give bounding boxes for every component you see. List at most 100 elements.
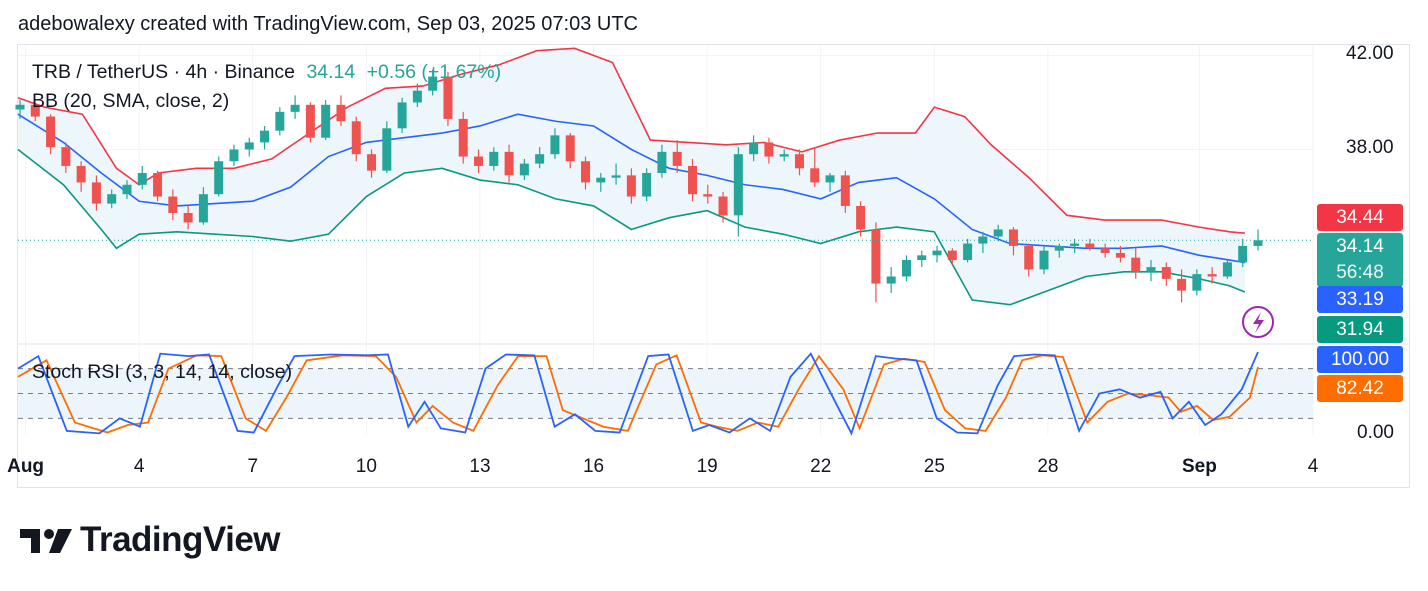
candle-body <box>46 116 56 148</box>
candle <box>15 100 25 119</box>
candle <box>718 191 728 223</box>
lightning-bolt-glyph <box>1253 312 1264 333</box>
candle-body <box>1131 257 1141 272</box>
candle <box>657 144 667 178</box>
x-tick-label: 28 <box>1037 456 1059 477</box>
candle <box>581 156 591 190</box>
bb-lower-line <box>17 148 1246 306</box>
candle <box>46 114 56 155</box>
candle <box>443 71 453 126</box>
candle <box>336 95 346 126</box>
candle-body <box>886 276 896 284</box>
candle <box>840 170 850 213</box>
candle <box>1222 260 1232 279</box>
bollinger-legend[interactable]: BB (20, SMA, close, 2) <box>32 90 230 112</box>
stoch-rsi-legend[interactable]: Stoch RSI (3, 3, 14, 14, close) <box>32 361 293 383</box>
last-price-value: 34.14 <box>306 61 356 83</box>
candle <box>779 149 789 162</box>
candle <box>687 158 697 202</box>
candle <box>642 168 652 202</box>
candle <box>183 205 193 230</box>
candle-body <box>260 130 270 143</box>
tradingview-logo[interactable]: TradingView <box>20 520 281 560</box>
candle <box>244 137 254 157</box>
price-tick-42: 42.00 <box>1346 43 1394 64</box>
bb-upper-badge: 34.44 <box>1317 204 1403 231</box>
candle <box>764 137 774 164</box>
candle <box>901 255 911 282</box>
candle-body <box>672 151 682 166</box>
x-tick-label: Sep <box>1181 456 1217 477</box>
candle-body <box>764 142 774 157</box>
candle <box>397 97 407 134</box>
candle <box>107 189 117 209</box>
candle <box>856 201 866 237</box>
candle-body <box>504 151 514 176</box>
candle-body <box>1085 243 1095 249</box>
candle <box>672 140 682 174</box>
candle <box>1207 267 1217 284</box>
candle-body <box>1100 248 1110 253</box>
candle <box>290 95 300 119</box>
candle-body <box>458 118 468 157</box>
candle-body <box>137 173 147 185</box>
tradingview-wordmark: TradingView <box>80 520 281 559</box>
candle <box>198 187 208 225</box>
candle <box>1238 238 1248 268</box>
candle-body <box>1161 267 1171 279</box>
candle <box>733 147 743 237</box>
bb-upper-line <box>17 47 1245 235</box>
stoch-rsi-pane <box>17 351 1313 436</box>
candle <box>168 189 178 221</box>
candle <box>91 175 101 211</box>
price-change-value: +0.56 (+1.67%) <box>366 61 502 83</box>
candle-body <box>275 111 285 131</box>
candle-body <box>1146 267 1156 272</box>
candle-body <box>1177 278 1187 291</box>
x-tick-label: 19 <box>696 456 718 477</box>
bb-basis-line <box>17 113 1245 264</box>
candle-body <box>993 229 1003 237</box>
candle-body <box>519 163 529 176</box>
candle <box>1161 262 1171 286</box>
candle-body <box>535 154 545 164</box>
candle-body <box>397 102 407 129</box>
price-badge-value: 34.14 <box>1336 236 1384 257</box>
candle <box>137 165 147 190</box>
candle <box>596 173 606 192</box>
candle <box>825 173 835 192</box>
candle-body <box>596 177 606 183</box>
candle <box>428 69 438 96</box>
symbol-legend[interactable]: TRB / TetherUS · 4h · Binance 34.14 +0.5… <box>32 61 501 84</box>
candle-body <box>244 142 254 150</box>
candle-body <box>1070 243 1080 246</box>
candle-body <box>917 255 927 261</box>
candle <box>1131 248 1141 279</box>
candle-body <box>856 205 866 230</box>
candlesticks <box>15 69 1263 303</box>
stoch-d-line <box>17 354 1259 434</box>
candle <box>749 135 759 162</box>
candle <box>229 144 239 166</box>
x-tick-label: 4 <box>133 456 145 477</box>
candle <box>519 158 529 181</box>
candle-body <box>30 104 40 117</box>
stoch-band-fill <box>18 368 1313 419</box>
x-tick-label: 13 <box>469 456 491 477</box>
candle-body <box>550 135 560 155</box>
stoch-d-badge: 82.42 <box>1317 375 1403 402</box>
candle <box>1192 269 1202 296</box>
candle-body <box>1039 250 1049 270</box>
candle <box>504 144 514 183</box>
candle-body <box>1192 274 1202 291</box>
candle-body <box>290 104 300 112</box>
candle-body <box>367 154 377 171</box>
candle <box>61 142 71 174</box>
candle <box>1039 245 1049 275</box>
candle <box>550 128 560 159</box>
candle <box>626 168 636 204</box>
candle-body <box>1024 245 1034 270</box>
candle-body <box>428 76 438 91</box>
candle <box>382 121 392 174</box>
